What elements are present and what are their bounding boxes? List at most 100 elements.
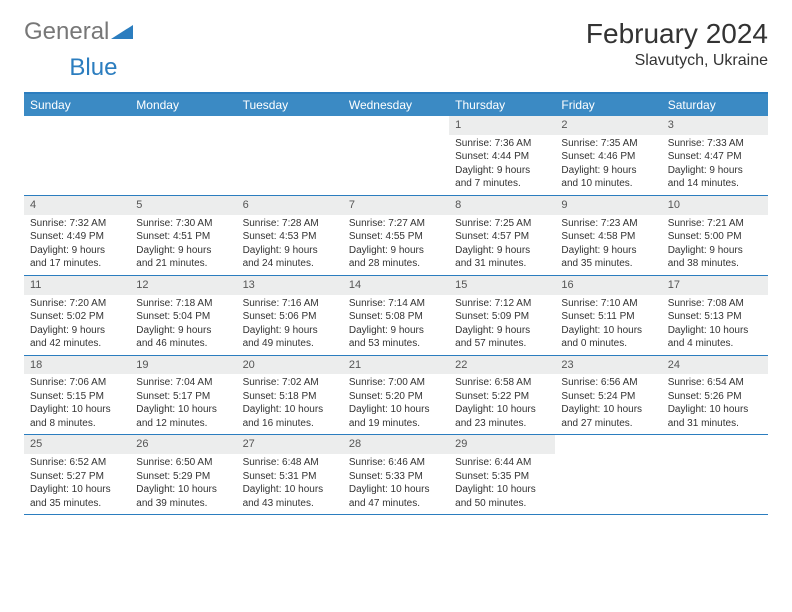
day-daylight1: Daylight: 10 hours	[668, 324, 762, 338]
day-sunset: Sunset: 5:26 PM	[668, 390, 762, 404]
day-header-row: Sunday Monday Tuesday Wednesday Thursday…	[24, 94, 768, 116]
day-sunset: Sunset: 4:47 PM	[668, 150, 762, 164]
day-number: 27	[237, 435, 343, 454]
day-number: 6	[237, 196, 343, 215]
day-body: Sunrise: 7:33 AMSunset: 4:47 PMDaylight:…	[662, 135, 768, 195]
day-body: Sunrise: 7:12 AMSunset: 5:09 PMDaylight:…	[449, 295, 555, 355]
day-header: Monday	[130, 94, 236, 116]
day-sunset: Sunset: 5:00 PM	[668, 230, 762, 244]
day-cell: 16Sunrise: 7:10 AMSunset: 5:11 PMDayligh…	[555, 276, 661, 355]
day-number	[24, 116, 130, 135]
day-number: 28	[343, 435, 449, 454]
day-daylight2: and 57 minutes.	[455, 337, 549, 351]
day-number	[237, 116, 343, 135]
day-sunset: Sunset: 5:13 PM	[668, 310, 762, 324]
day-sunset: Sunset: 4:58 PM	[561, 230, 655, 244]
day-cell: 9Sunrise: 7:23 AMSunset: 4:58 PMDaylight…	[555, 196, 661, 275]
day-cell: 12Sunrise: 7:18 AMSunset: 5:04 PMDayligh…	[130, 276, 236, 355]
day-daylight1: Daylight: 9 hours	[243, 244, 337, 258]
day-number: 4	[24, 196, 130, 215]
day-sunset: Sunset: 4:51 PM	[136, 230, 230, 244]
day-daylight2: and 23 minutes.	[455, 417, 549, 431]
day-body: Sunrise: 6:46 AMSunset: 5:33 PMDaylight:…	[343, 454, 449, 514]
day-daylight1: Daylight: 10 hours	[30, 483, 124, 497]
day-cell: 27Sunrise: 6:48 AMSunset: 5:31 PMDayligh…	[237, 435, 343, 514]
day-sunset: Sunset: 4:53 PM	[243, 230, 337, 244]
day-sunrise: Sunrise: 7:35 AM	[561, 137, 655, 151]
day-sunset: Sunset: 4:49 PM	[30, 230, 124, 244]
day-cell: 25Sunrise: 6:52 AMSunset: 5:27 PMDayligh…	[24, 435, 130, 514]
day-body: Sunrise: 7:27 AMSunset: 4:55 PMDaylight:…	[343, 215, 449, 275]
day-cell: 17Sunrise: 7:08 AMSunset: 5:13 PMDayligh…	[662, 276, 768, 355]
day-sunrise: Sunrise: 7:04 AM	[136, 376, 230, 390]
day-daylight2: and 8 minutes.	[30, 417, 124, 431]
day-daylight1: Daylight: 9 hours	[349, 324, 443, 338]
day-daylight2: and 38 minutes.	[668, 257, 762, 271]
day-daylight2: and 43 minutes.	[243, 497, 337, 511]
week-row: 1Sunrise: 7:36 AMSunset: 4:44 PMDaylight…	[24, 116, 768, 196]
day-number: 21	[343, 356, 449, 375]
day-daylight2: and 24 minutes.	[243, 257, 337, 271]
day-header: Friday	[555, 94, 661, 116]
day-body	[24, 135, 130, 141]
logo-text-blue: Blue	[69, 54, 117, 81]
day-cell: 15Sunrise: 7:12 AMSunset: 5:09 PMDayligh…	[449, 276, 555, 355]
day-sunset: Sunset: 5:22 PM	[455, 390, 549, 404]
day-daylight1: Daylight: 10 hours	[455, 483, 549, 497]
day-daylight2: and 50 minutes.	[455, 497, 549, 511]
week-row: 4 Sunrise: 7:32 AMSunset: 4:49 PM Daylight…	[24, 196, 768, 276]
day-daylight2: and 35 minutes.	[30, 497, 124, 511]
day-sunset: Sunset: 5:04 PM	[136, 310, 230, 324]
day-cell: 21Sunrise: 7:00 AMSunset: 5:20 PMDayligh…	[343, 356, 449, 435]
day-body: Sunrise: 6:50 AMSunset: 5:29 PMDaylight:…	[130, 454, 236, 514]
day-sunset: Sunset: 5:35 PM	[455, 470, 549, 484]
day-daylight1: Daylight: 9 hours	[349, 244, 443, 258]
day-sunset: Sunset: 4:57 PM	[455, 230, 549, 244]
day-cell: 3Sunrise: 7:33 AMSunset: 4:47 PMDaylight…	[662, 116, 768, 195]
day-sunrise: Sunrise: 7:33 AM	[668, 137, 762, 151]
day-cell	[24, 116, 130, 195]
day-body: Sunrise: 7:10 AMSunset: 5:11 PMDaylight:…	[555, 295, 661, 355]
day-sunset: Sunset: 5:20 PM	[349, 390, 443, 404]
day-sunrise: Sunrise: 7:32 AM	[30, 217, 124, 231]
day-number: 23	[555, 356, 661, 375]
day-daylight2: and 42 minutes.	[30, 337, 124, 351]
day-daylight2: and 46 minutes.	[136, 337, 230, 351]
day-number: 7	[343, 196, 449, 215]
day-daylight1: Daylight: 10 hours	[668, 403, 762, 417]
day-body: Sunrise: 7:20 AMSunset: 5:02 PMDaylight:…	[24, 295, 130, 355]
day-body	[662, 454, 768, 460]
location-label: Slavutych, Ukraine	[586, 52, 768, 70]
day-cell: 26Sunrise: 6:50 AMSunset: 5:29 PMDayligh…	[130, 435, 236, 514]
day-sunrise: Sunrise: 7:14 AM	[349, 297, 443, 311]
title-block: February 2024 Slavutych, Ukraine	[586, 18, 768, 70]
day-daylight1: Daylight: 10 hours	[243, 483, 337, 497]
day-sunrise: Sunrise: 7:02 AM	[243, 376, 337, 390]
day-daylight2: and 7 minutes.	[455, 177, 549, 191]
day-number: 16	[555, 276, 661, 295]
day-cell: 29Sunrise: 6:44 AMSunset: 5:35 PMDayligh…	[449, 435, 555, 514]
day-sunset: Sunset: 5:15 PM	[30, 390, 124, 404]
day-cell: 2Sunrise: 7:35 AMSunset: 4:46 PMDaylight…	[555, 116, 661, 195]
week-row: 25Sunrise: 6:52 AMSunset: 5:27 PMDayligh…	[24, 435, 768, 515]
day-sunrise: Sunrise: 7:30 AM	[136, 217, 230, 231]
day-sunset: Sunset: 5:11 PM	[561, 310, 655, 324]
day-body: Sunrise: 7:21 AMSunset: 5:00 PMDaylight:…	[662, 215, 768, 275]
day-cell: 28Sunrise: 6:46 AMSunset: 5:33 PMDayligh…	[343, 435, 449, 514]
day-body: Sunrise: 7:36 AMSunset: 4:44 PMDaylight:…	[449, 135, 555, 195]
day-sunrise: Sunrise: 7:10 AM	[561, 297, 655, 311]
day-cell: 1Sunrise: 7:36 AMSunset: 4:44 PMDaylight…	[449, 116, 555, 195]
day-body	[237, 135, 343, 141]
day-body: Sunrise: 6:54 AMSunset: 5:26 PMDaylight:…	[662, 374, 768, 434]
day-daylight1: Daylight: 9 hours	[243, 324, 337, 338]
day-header: Tuesday	[237, 94, 343, 116]
day-sunrise: Sunrise: 6:54 AM	[668, 376, 762, 390]
day-sunset: Sunset: 5:09 PM	[455, 310, 549, 324]
day-cell: 11Sunrise: 7:20 AMSunset: 5:02 PMDayligh…	[24, 276, 130, 355]
day-sunrise: Sunrise: 7:27 AM	[349, 217, 443, 231]
day-cell	[130, 116, 236, 195]
day-sunset: Sunset: 5:31 PM	[243, 470, 337, 484]
day-number: 25	[24, 435, 130, 454]
day-number: 13	[237, 276, 343, 295]
day-daylight1: Daylight: 10 hours	[30, 403, 124, 417]
